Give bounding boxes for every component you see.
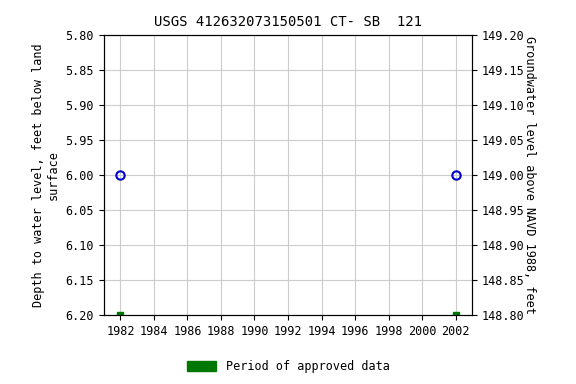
Y-axis label: Depth to water level, feet below land
surface: Depth to water level, feet below land su… [32, 43, 60, 306]
Title: USGS 412632073150501 CT- SB  121: USGS 412632073150501 CT- SB 121 [154, 15, 422, 29]
Legend: Period of approved data: Period of approved data [182, 356, 394, 378]
Y-axis label: Groundwater level above NAVD 1988, feet: Groundwater level above NAVD 1988, feet [523, 36, 536, 314]
